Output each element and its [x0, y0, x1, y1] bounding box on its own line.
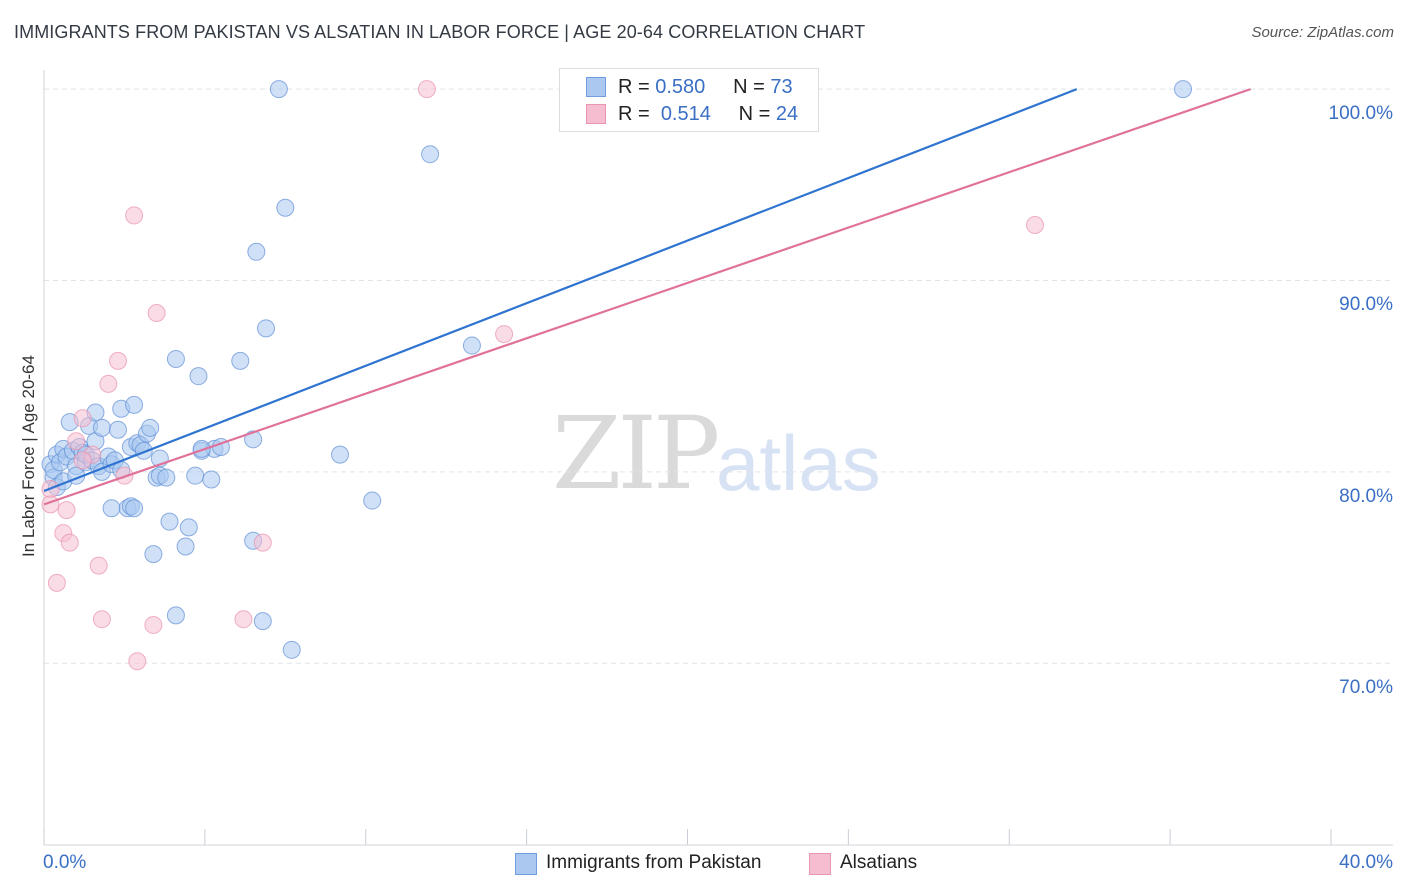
alsatian-point-16	[144, 615, 163, 634]
alsatian-point-7	[73, 409, 92, 428]
trend-line-alsatian	[43, 88, 1251, 506]
alsatian-point-20	[417, 80, 436, 99]
alsatian-point-19	[253, 533, 272, 552]
legend-text-pakistan: R = 0.580 N = 73	[618, 75, 793, 98]
alsatian-point-22	[1025, 216, 1044, 234]
x-tick-label-min: 0.0%	[43, 852, 87, 873]
pakistan-point-34	[125, 395, 144, 414]
legend-r-value-pakistan: 0.580	[655, 75, 706, 98]
y-tick-label-3: 70.0%	[1339, 677, 1393, 699]
legend-r-value-alsatian: 0.514	[660, 102, 711, 125]
y-tick-label-0: 100.0%	[1328, 103, 1393, 125]
pakistan-point-66	[331, 445, 350, 464]
bottom-legend-swatch-blue	[515, 853, 537, 875]
pakistan-point-63	[269, 80, 288, 99]
legend-n-value-pakistan: 73	[770, 75, 793, 98]
pakistan-point-57	[231, 351, 250, 370]
alsatian-point-4	[57, 501, 76, 520]
y-tick-label-2: 80.0%	[1339, 485, 1393, 507]
pakistan-point-72	[192, 439, 211, 458]
pakistan-point-48	[166, 606, 185, 625]
watermark-zip: ZIP	[552, 395, 720, 512]
pakistan-point-47	[166, 349, 185, 368]
alsatian-point-15	[128, 652, 147, 671]
alsatian-point-5	[60, 533, 79, 552]
alsatian-point-17	[147, 304, 166, 323]
pakistan-point-60	[247, 242, 266, 261]
alsatian-point-6	[67, 432, 86, 451]
pakistan-point-50	[179, 518, 198, 537]
alsatian-point-18	[234, 610, 253, 629]
pakistan-point-69	[462, 336, 481, 355]
pakistan-point-71	[1173, 80, 1192, 99]
bottom-legend-label-alsatian: Alsatians	[840, 852, 918, 873]
pakistan-point-23	[92, 418, 111, 437]
pakistan-point-62	[257, 319, 276, 338]
legend-text-alsatian: R = 0.514 N = 24	[618, 102, 799, 125]
alsatian-point-12	[109, 351, 128, 370]
stats-legend: R = 0.580 N = 73 R = 0.514 N = 24	[559, 68, 819, 132]
gridlines	[44, 88, 1393, 664]
alsatian-point-14	[125, 206, 144, 225]
watermark-atlas: atlas	[716, 419, 881, 507]
pakistan-point-45	[157, 468, 176, 487]
pakistan-point-65	[282, 640, 301, 659]
legend-swatch-pink	[586, 104, 606, 124]
legend-swatch-blue	[586, 77, 606, 97]
trend-line-pakistan	[43, 88, 1078, 493]
alsatian-point-10	[92, 610, 111, 629]
bottom-legend-label-pakistan: Immigrants from Pakistan	[546, 852, 762, 873]
axes	[43, 70, 1393, 846]
pakistan-point-46	[160, 512, 179, 531]
legend-n-value-alsatian: 24	[775, 102, 799, 125]
alsatian-point-11	[99, 374, 118, 393]
y-tick-label-1: 90.0%	[1339, 294, 1393, 316]
pakistan-point-54	[202, 470, 221, 489]
trend-lines	[43, 88, 1251, 506]
chart-title: IMMIGRANTS FROM PAKISTAN VS ALSATIAN IN …	[14, 22, 866, 42]
pakistan-point-28	[109, 420, 128, 439]
pakistan-point-64	[276, 198, 295, 217]
pakistan-point-52	[189, 367, 208, 386]
pakistan-point-67	[363, 491, 382, 510]
alsatian-point-23	[73, 451, 92, 470]
alsatian-point-2	[47, 573, 66, 592]
series-pakistan-points	[41, 80, 1192, 659]
alsatian-point-9	[89, 556, 108, 575]
pakistan-point-40	[141, 418, 160, 437]
pakistan-point-35	[125, 499, 144, 518]
pakistan-point-25	[102, 499, 121, 518]
pakistan-point-38	[134, 441, 153, 460]
pakistan-point-41	[144, 545, 163, 564]
pakistan-point-68	[421, 145, 440, 164]
bottom-legend-swatch-pink	[809, 853, 831, 875]
pakistan-point-58	[244, 430, 263, 449]
y-axis-label: In Labor Force | Age 20-64	[19, 355, 38, 557]
series-alsatian-points	[41, 80, 1044, 671]
pakistan-point-49	[176, 537, 195, 556]
alsatian-point-21	[495, 325, 514, 344]
x-tick-label-max: 40.0%	[1339, 852, 1393, 873]
pakistan-point-61	[253, 612, 272, 631]
source-label: Source: ZipAtlas.com	[1251, 24, 1394, 41]
pakistan-point-51	[186, 466, 205, 485]
